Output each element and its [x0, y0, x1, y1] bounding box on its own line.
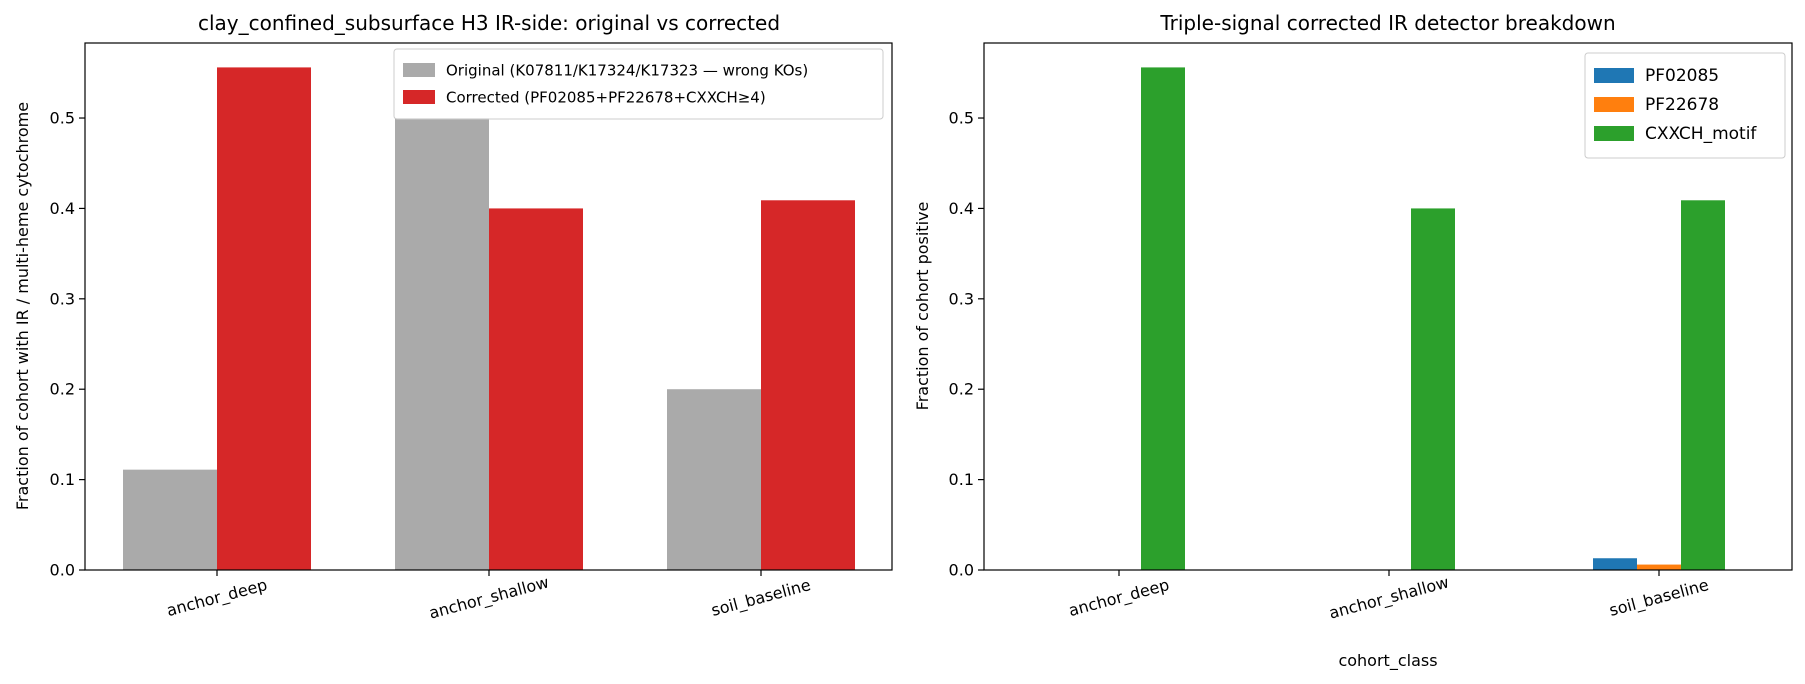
bar-anchor-shallow-s1 [489, 208, 583, 571]
legend-swatch [403, 63, 435, 77]
bar-anchor-shallow-s0 [395, 118, 489, 571]
y-tick-label: 0.5 [949, 109, 974, 128]
legend-label: PF02085 [1645, 66, 1719, 86]
bar-anchor-shallow-s2 [1411, 208, 1455, 571]
legend-label: Corrected (PF02085+PF22678+CXXCH≥4) [446, 89, 766, 107]
y-tick-label: 0.3 [949, 289, 974, 308]
chart-title: Triple-signal corrected IR detector brea… [1159, 11, 1615, 35]
y-tick-label: 0.0 [949, 561, 974, 580]
y-tick-label: 0.1 [949, 470, 974, 489]
plot-frame [983, 42, 1793, 571]
bar-soil-baseline-s0 [1593, 558, 1637, 570]
x-tick-label: soil_baseline [1607, 575, 1711, 621]
y-tick-label: 0.1 [50, 470, 75, 489]
legend-box [393, 48, 884, 120]
bar-soil-baseline-s1 [1637, 564, 1681, 570]
chart-title: clay_confined_subsurface H3 IR-side: ori… [198, 11, 780, 35]
legend-box [1584, 52, 1786, 159]
legend-label: Original (K07811/K17324/K17323 — wrong K… [446, 62, 808, 80]
legend-swatch [1594, 126, 1634, 141]
legend: PF02085 PF22678 CXXCH_motif [1584, 52, 1786, 159]
y-tick-label: 0.4 [50, 199, 75, 218]
x-tick-label: anchor_deep [165, 575, 270, 621]
legend-swatch [403, 90, 435, 104]
y-tick-label: 0.5 [50, 109, 75, 128]
y-axis-label: Fraction of cohort positive [913, 202, 932, 411]
y-tick-label: 0.2 [949, 380, 974, 399]
chart-detector-breakdown: Triple-signal corrected IR detector brea… [913, 11, 1793, 671]
legend: Original (K07811/K17324/K17323 — wrong K… [393, 48, 884, 120]
legend-label: PF22678 [1645, 95, 1719, 115]
y-tick-label: 0.4 [949, 199, 974, 218]
bar-anchor-deep-s1 [217, 67, 311, 570]
bar-soil-baseline-s2 [1681, 200, 1725, 571]
legend-label: CXXCH_motif [1645, 124, 1757, 144]
y-axis-label: Fraction of cohort with IR / multi-heme … [13, 102, 32, 510]
x-tick-label: anchor_deep [1067, 575, 1172, 621]
bar-anchor-deep-s0 [123, 469, 217, 570]
bar-soil-baseline-s0 [667, 389, 761, 570]
bar-group [123, 67, 855, 571]
x-tick-label: soil_baseline [709, 575, 813, 621]
y-tick-label: 0.3 [50, 289, 75, 308]
x-tick-label: anchor_shallow [1327, 572, 1451, 623]
bar-anchor-deep-s2 [1141, 67, 1185, 570]
legend-swatch [1594, 97, 1634, 112]
legend-swatch [1594, 68, 1634, 83]
x-tick-label: anchor_shallow [427, 572, 551, 623]
bar-soil-baseline-s1 [761, 200, 855, 571]
y-tick-label: 0.2 [50, 380, 75, 399]
y-tick-label: 0.0 [50, 561, 75, 580]
x-axis-label: cohort_class [1338, 651, 1437, 671]
bar-group [1141, 67, 1725, 571]
chart-original-vs-corrected: clay_confined_subsurface H3 IR-side: ori… [13, 11, 893, 624]
